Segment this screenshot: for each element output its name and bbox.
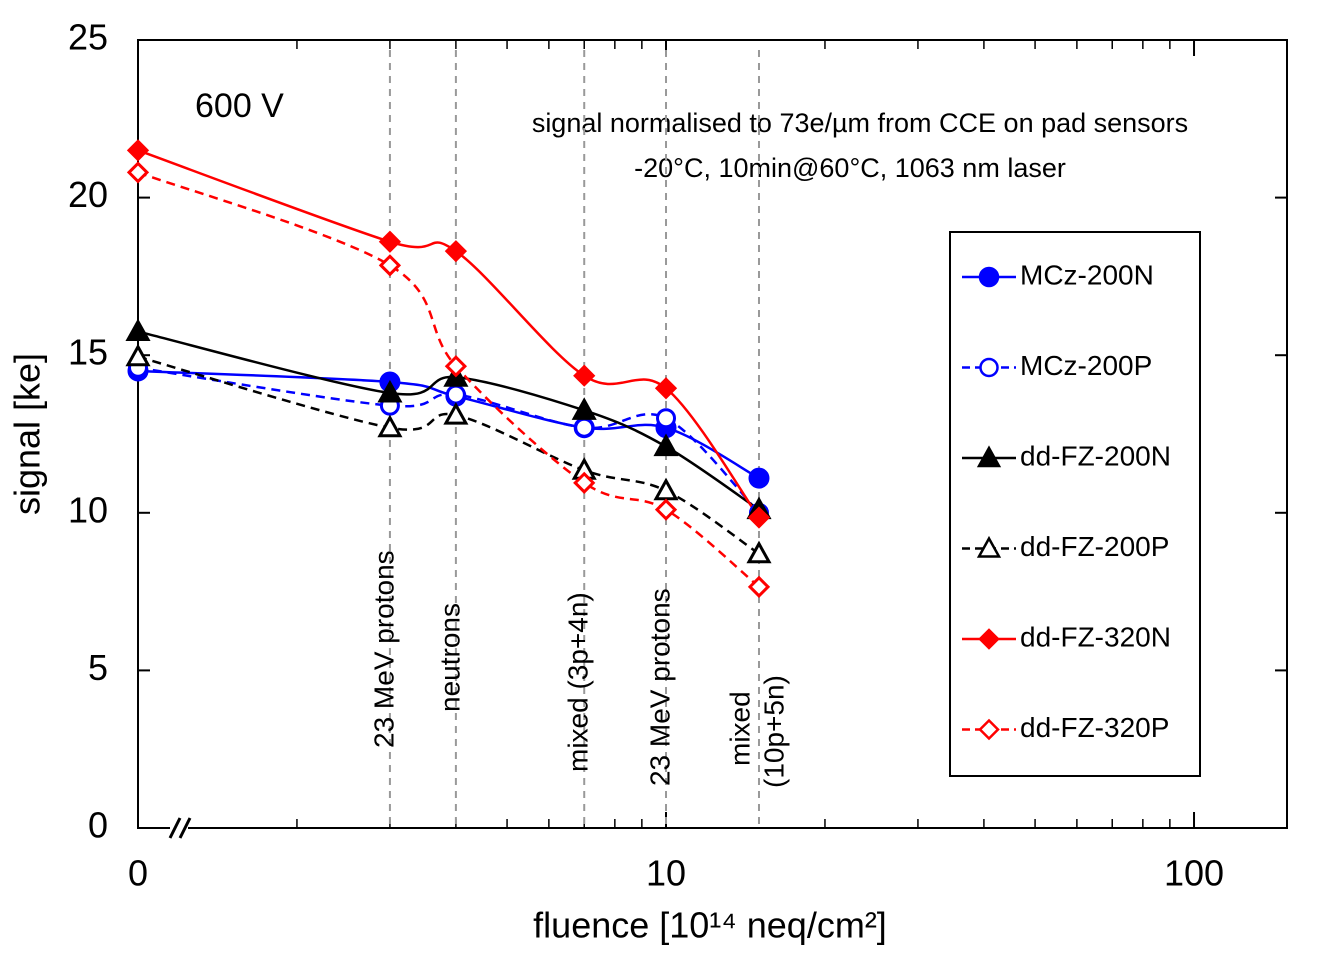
irradiation-label: neutrons <box>434 603 465 712</box>
legend-label: dd-FZ-200N <box>1020 440 1171 471</box>
x-axis-label: fluence [10¹⁴ neq/cm²] <box>533 905 887 946</box>
marker <box>126 139 150 162</box>
marker <box>654 498 678 521</box>
series-line <box>137 171 760 588</box>
marker <box>978 718 1000 741</box>
marker <box>746 540 772 564</box>
marker <box>378 254 402 277</box>
marker <box>978 628 1000 650</box>
marker <box>747 506 771 529</box>
series-line <box>137 149 761 519</box>
legend-label: dd-FZ-320P <box>1020 712 1169 743</box>
marker <box>444 355 468 378</box>
marker <box>979 357 999 378</box>
marker <box>573 471 596 494</box>
legend-box <box>949 231 1201 777</box>
x-tick-label: 100 <box>1164 853 1224 894</box>
y-tick-label: 15 <box>68 332 108 373</box>
irradiation-label: 23 MeV protons <box>368 550 399 748</box>
marker <box>377 414 403 438</box>
marker <box>656 408 677 429</box>
marker <box>653 433 679 457</box>
marker <box>444 240 468 263</box>
marker <box>445 384 466 405</box>
voltage-note: 600 V <box>195 87 284 125</box>
legend-label: MCz-200P <box>1020 350 1152 381</box>
marker <box>976 445 1002 468</box>
note: -20°C, 10min@60°C, 1063 nm laser <box>634 153 1066 183</box>
marker <box>125 343 151 367</box>
marker <box>747 575 771 598</box>
marker <box>377 379 403 403</box>
marker <box>126 161 150 184</box>
y-tick-label: 5 <box>88 647 108 688</box>
note: signal normalised to 73e/µm from CCE on … <box>532 108 1188 138</box>
marker <box>653 477 679 501</box>
y-tick-label: 0 <box>88 805 108 846</box>
axis-break <box>168 817 182 839</box>
marker <box>976 535 1002 558</box>
x-tick-label: 0 <box>128 853 148 894</box>
y-axis-label: signal [ke] <box>7 353 48 515</box>
series-line <box>137 366 760 514</box>
marker <box>748 467 770 489</box>
legend-label: MCz-200N <box>1020 259 1154 290</box>
axis-break <box>178 817 192 839</box>
marker <box>571 397 597 420</box>
plot-frame <box>137 39 1288 829</box>
legend-label: dd-FZ-320N <box>1020 621 1171 652</box>
marker <box>574 417 595 438</box>
irradiation-label: mixed <box>724 691 755 766</box>
marker <box>978 266 1000 288</box>
irradiation-label: 23 MeV protons <box>644 588 675 786</box>
marker <box>573 364 596 387</box>
marker <box>654 377 678 400</box>
legend-label: dd-FZ-200P <box>1020 531 1169 562</box>
irradiation-label: mixed (3p+4n) <box>563 592 594 772</box>
marker <box>443 401 469 425</box>
irradiation-label: (10p+5n) <box>758 675 789 788</box>
y-tick-label: 25 <box>68 17 108 58</box>
y-tick-label: 10 <box>68 489 108 530</box>
x-tick-label: 10 <box>646 853 686 894</box>
y-tick-label: 20 <box>68 174 108 215</box>
marker <box>125 318 151 342</box>
marker <box>378 230 402 253</box>
